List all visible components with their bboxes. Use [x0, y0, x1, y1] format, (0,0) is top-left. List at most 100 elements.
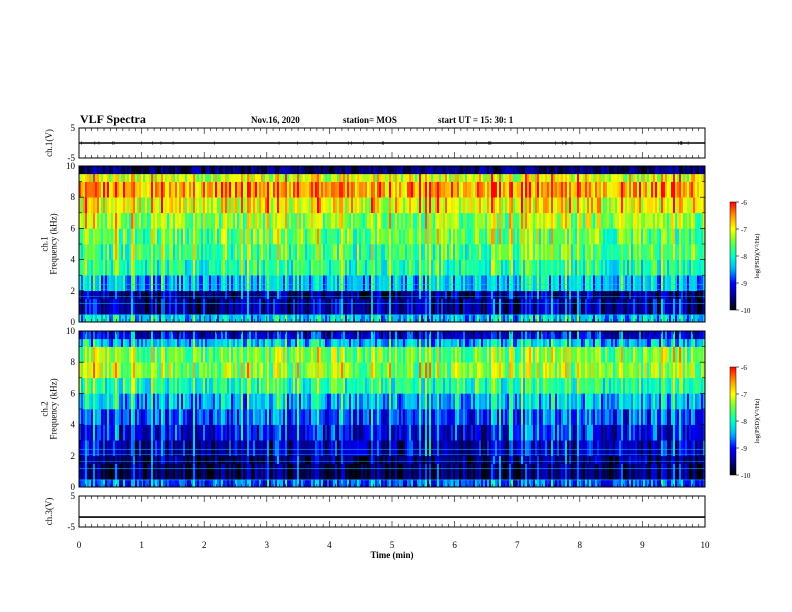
spectrogram-cell — [263, 181, 266, 198]
spectrogram-cell — [335, 244, 338, 260]
spectrogram-cell — [199, 298, 202, 315]
spectrogram-cell — [607, 244, 610, 260]
spectrogram-cell — [471, 173, 474, 182]
spectrogram-cell — [177, 314, 180, 323]
spectrogram-cell — [651, 298, 654, 315]
spectrogram-cell — [103, 181, 106, 198]
spectrogram-cell — [701, 166, 704, 175]
spectrogram-cell — [421, 173, 424, 182]
spectrogram-cell — [423, 244, 426, 260]
spectrogram-cell — [507, 173, 510, 182]
spectrogram-cell — [605, 166, 608, 175]
spectrogram-cell — [127, 275, 130, 292]
spectrogram-cell — [229, 314, 232, 323]
spectrogram-cell — [541, 275, 544, 292]
spectrogram-cell — [385, 166, 388, 175]
spectrogram-cell — [349, 212, 352, 229]
spectrogram-cell — [589, 314, 592, 323]
spectrogram-cell — [667, 228, 670, 245]
spectrogram-cell — [249, 259, 252, 276]
spectrogram-cell — [103, 377, 106, 394]
spectrogram-cell — [581, 290, 584, 299]
spectrogram-cell — [599, 314, 602, 323]
spectrogram-cell — [447, 197, 450, 214]
spectrogram-cell — [625, 197, 628, 214]
spectrogram-cell — [583, 275, 586, 292]
spectrogram-cell — [145, 338, 148, 347]
spectrogram-cell — [437, 290, 440, 299]
spectrogram-cell — [369, 314, 372, 323]
spectrogram-cell — [513, 228, 516, 245]
spectrogram-cell — [195, 393, 198, 410]
spectrogram-cell — [553, 197, 556, 214]
spectrogram-cell — [449, 290, 452, 299]
spectrogram-cell — [295, 244, 298, 260]
spectrogram-cell — [439, 259, 442, 276]
spectrogram-cell — [307, 166, 310, 175]
spectrogram-cell — [685, 181, 688, 198]
spectrogram-cell — [133, 377, 136, 394]
spectrogram-cell — [657, 290, 660, 299]
spectrogram-cell — [457, 290, 460, 299]
spectrogram-cell — [407, 314, 410, 323]
spectrogram-cell — [457, 244, 460, 260]
spectrogram-cell — [129, 259, 132, 276]
spectrogram-cell — [515, 244, 518, 260]
spectrogram-cell — [551, 298, 554, 315]
spectrogram-cell — [337, 298, 340, 315]
spectrogram-cell — [111, 455, 114, 464]
spectrogram-cells — [79, 331, 706, 488]
spectrogram-cell — [95, 212, 98, 229]
spectrogram-cell — [125, 173, 128, 182]
spectrogram-cell — [93, 338, 96, 347]
spectrogram-cell — [401, 275, 404, 292]
spectrogram-cell — [585, 244, 588, 260]
spectrogram-cell — [135, 275, 138, 292]
spectrogram-cell — [175, 290, 178, 299]
spectrogram-cell — [141, 393, 144, 410]
spectrogram-cell — [233, 244, 236, 260]
spectrogram-cell — [623, 298, 626, 315]
spectrogram-cell — [91, 166, 94, 175]
spectrogram-cell — [437, 314, 440, 323]
spectrogram-cell — [617, 298, 620, 315]
spectrogram-cell — [129, 166, 132, 175]
spectrogram-cell — [631, 259, 634, 276]
spectrogram-cell — [199, 346, 202, 363]
spectrogram-cell — [119, 212, 122, 229]
spectrogram-cell — [167, 181, 170, 198]
spectrogram-cell — [121, 463, 124, 480]
spectrogram-cell — [401, 298, 404, 315]
spectrogram-cell — [169, 314, 172, 323]
spectrogram-cell — [481, 173, 484, 182]
spectrogram-cell — [373, 314, 376, 323]
spectrogram-cell — [157, 173, 160, 182]
spectrogram-cell — [385, 290, 388, 299]
spectrogram-cell — [239, 290, 242, 299]
spectrogram-cell — [609, 212, 612, 229]
spectrogram-cell — [457, 181, 460, 198]
spectrogram-cell — [553, 166, 556, 175]
spectrogram-cell — [117, 228, 120, 245]
spectrogram-cell — [463, 259, 466, 276]
spectrogram-cell — [107, 290, 110, 299]
spectrogram-cell — [195, 290, 198, 299]
spectrogram-cell — [521, 314, 524, 323]
spectrogram-cell — [561, 298, 564, 315]
spectrogram-cell — [245, 290, 248, 299]
spectrogram-cell — [293, 181, 296, 198]
spectrogram-cell — [651, 259, 654, 276]
spectrogram-cell — [141, 166, 144, 175]
spectrogram-cell — [97, 331, 100, 340]
spectrogram-cell — [489, 290, 492, 299]
spectrogram-cell — [201, 197, 204, 214]
spectrogram-cell — [459, 298, 462, 315]
spectrogram-cell — [179, 314, 182, 323]
spectrogram-cell — [631, 244, 634, 260]
spectrogram-cell — [101, 338, 104, 347]
spectrogram-cell — [183, 228, 186, 245]
spectrogram-cell — [377, 212, 380, 229]
spectrogram-cell — [527, 275, 530, 292]
spectrogram-cell — [249, 228, 252, 245]
spectrogram-cell — [197, 275, 200, 292]
